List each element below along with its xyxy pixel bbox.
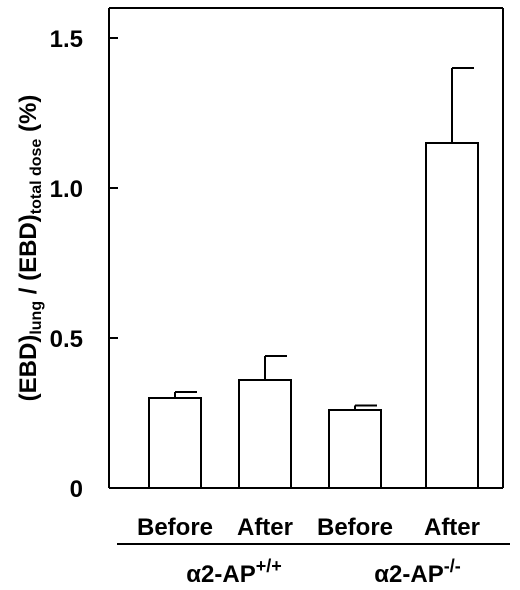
y-ticks: 0 0.5 1.0 1.5: [50, 26, 118, 503]
group-label: α2-AP+/+: [186, 556, 281, 588]
y-axis-label: (EBD)lung / (EBD)total dose (%): [15, 95, 45, 402]
y-label-part-3: (%): [15, 95, 42, 139]
y-tick-label: 0: [70, 476, 83, 503]
category-label: After: [237, 514, 293, 541]
y-label-part-1: (EBD): [15, 335, 42, 402]
y-tick-label: 1.0: [50, 176, 83, 203]
bar: [328, 409, 382, 489]
y-label-subscript-1: lung: [28, 301, 45, 335]
y-label-subscript-2: total dose: [28, 139, 45, 215]
group-labels: α2-AP+/+ α2-AP-/-: [117, 543, 510, 588]
category-label: Before: [137, 514, 213, 541]
error-bars: [174, 67, 474, 410]
category-labels: Before After Before After: [137, 514, 480, 541]
bar: [425, 142, 479, 489]
category-label: Before: [317, 514, 393, 541]
group-label: α2-AP-/-: [374, 556, 460, 588]
y-tick-label: 0.5: [50, 326, 83, 353]
bar: [148, 397, 202, 489]
bars: [148, 142, 479, 489]
y-label-part-2: / (EBD): [15, 214, 42, 301]
y-tick-label: 1.5: [50, 26, 83, 53]
bar: [238, 379, 292, 489]
category-label: After: [424, 514, 480, 541]
